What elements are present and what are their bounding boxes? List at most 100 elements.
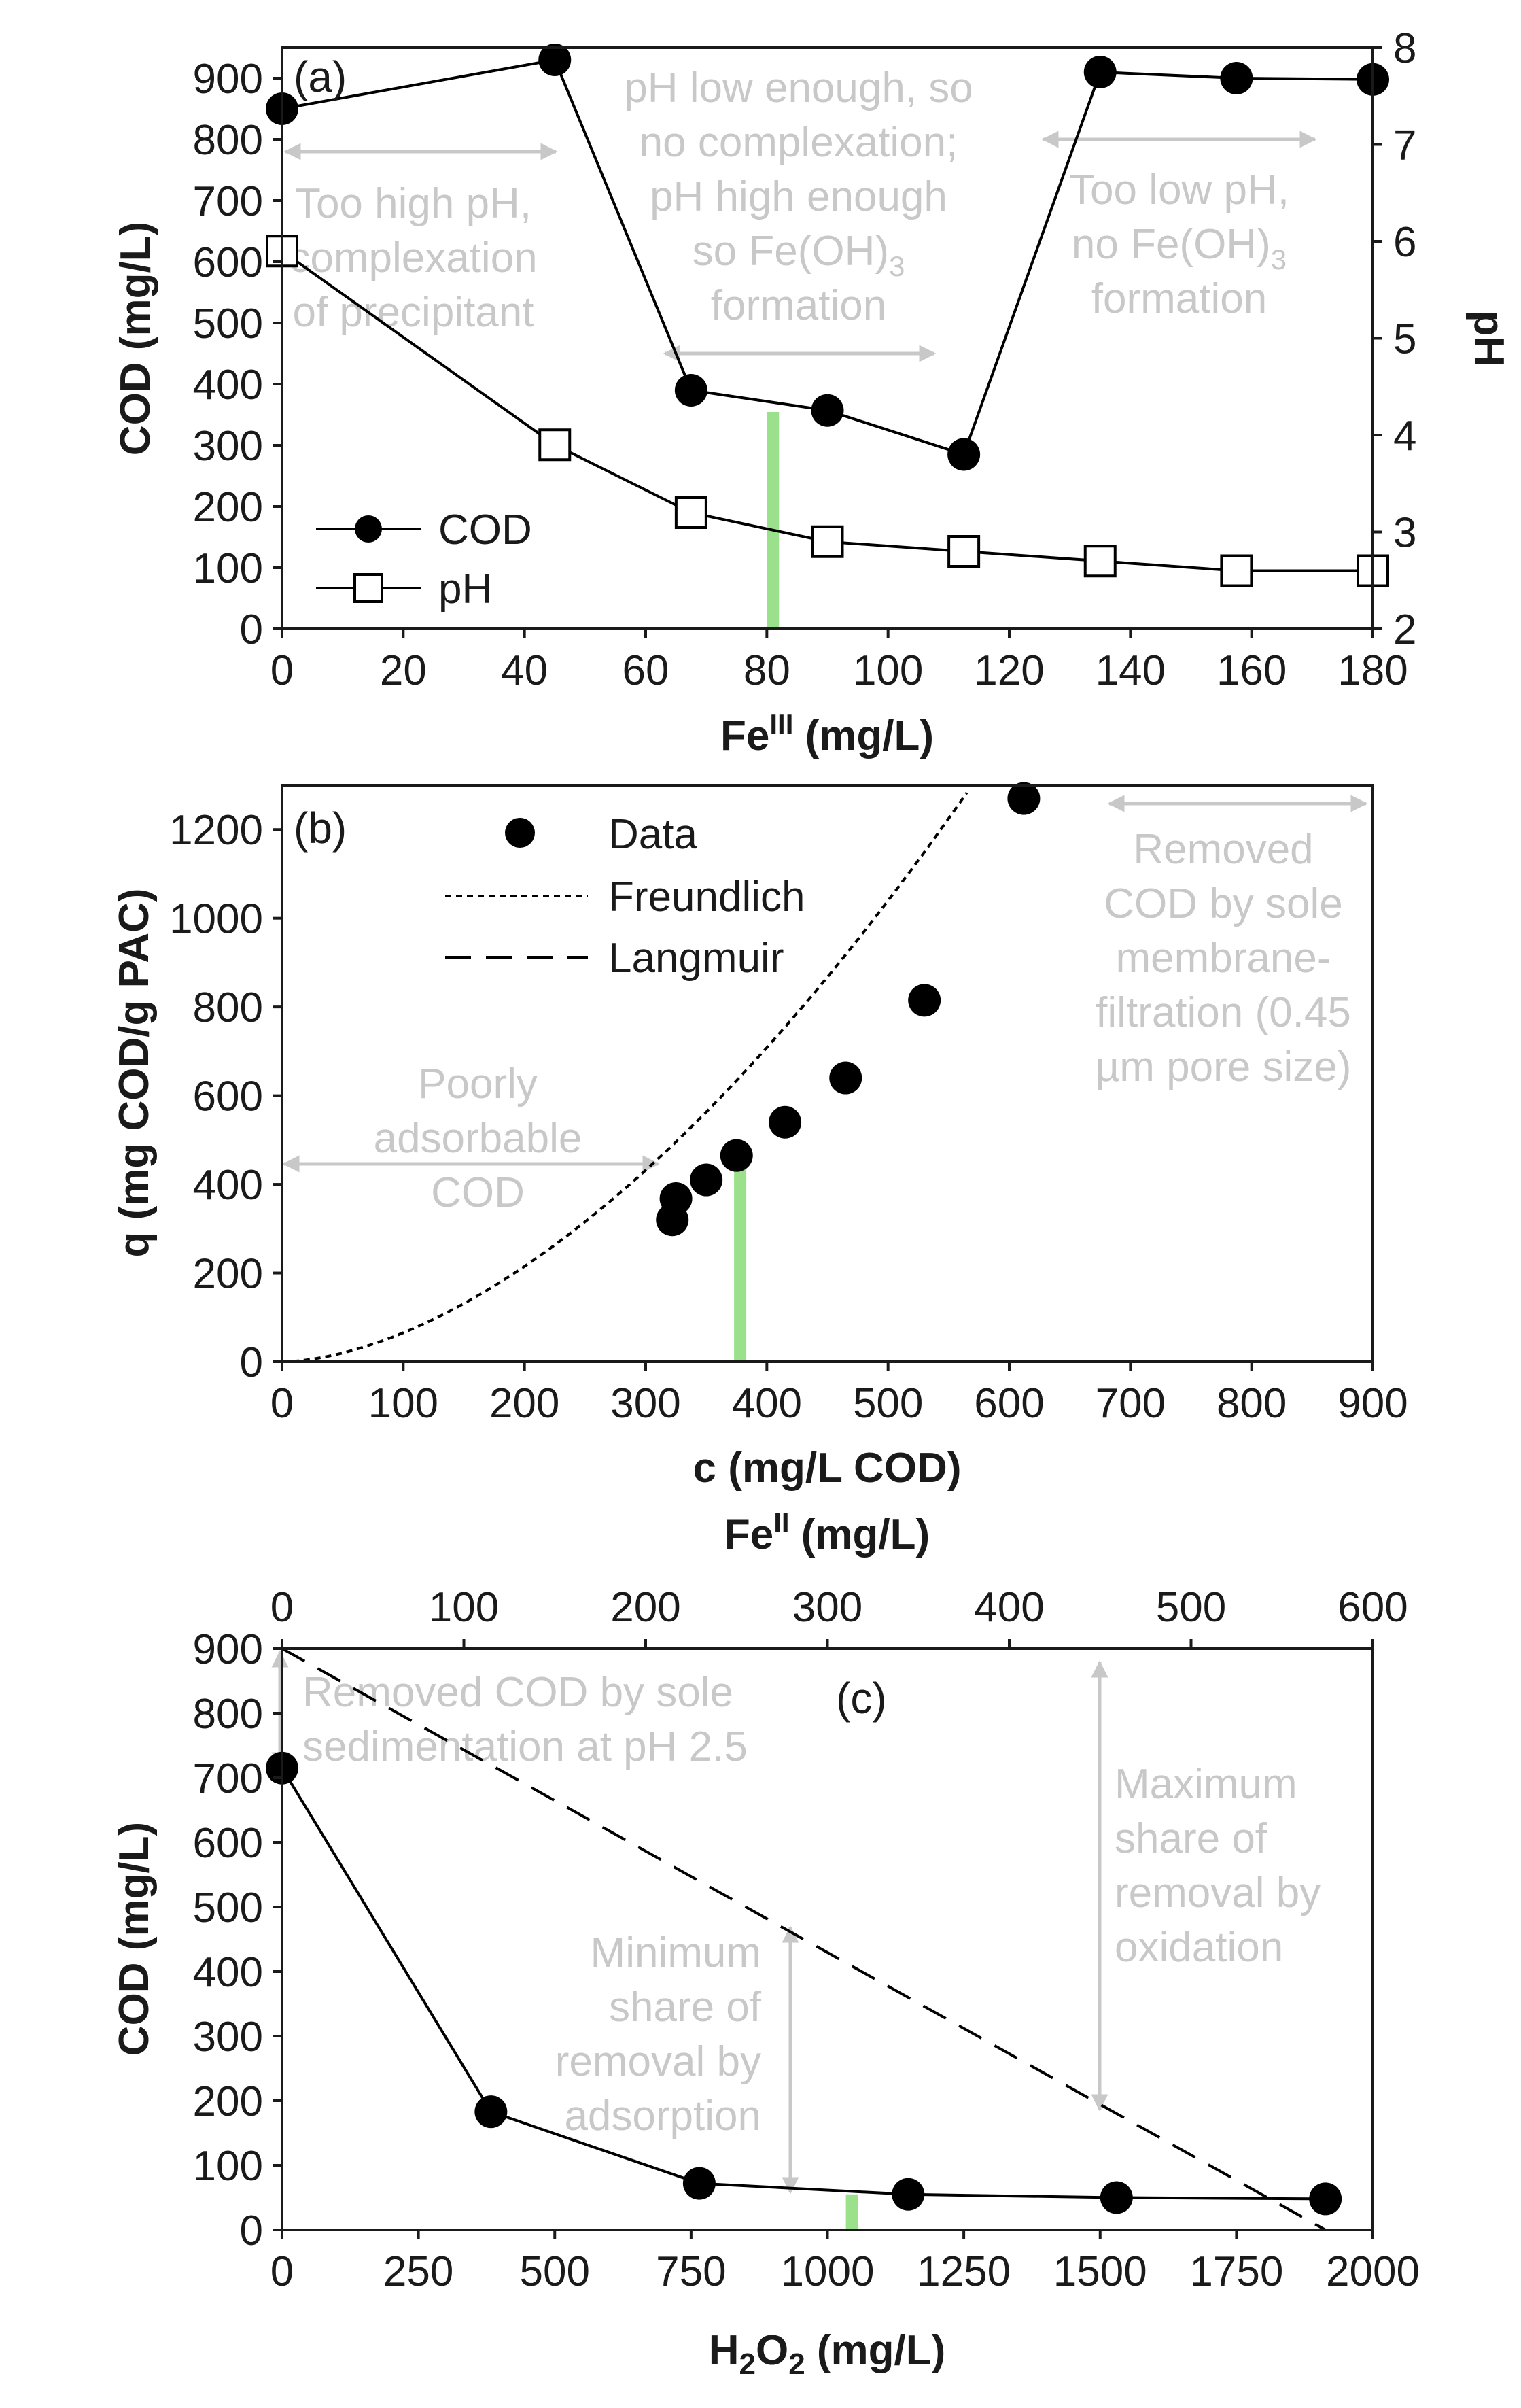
a-legend-ph-marker xyxy=(353,573,383,603)
panel-c: FeII (mg/L) Removed COD by sole sediment… xyxy=(111,1507,1420,2381)
c-ann-ads-2: share of xyxy=(609,1984,762,2031)
c-ann-ads-1: Minimum xyxy=(591,1929,761,1976)
c-ann-oxi-1: Maximum xyxy=(1115,1761,1297,1808)
b-data-point xyxy=(1007,782,1041,815)
c-ann-oxi-3: removal by xyxy=(1115,1870,1321,1916)
b-xtick-label: 600 xyxy=(974,1380,1044,1427)
a-ytick-label: 800 xyxy=(193,117,263,164)
b-legend-langmuir-label: Langmuir xyxy=(608,935,784,982)
a-ph-point xyxy=(674,496,707,529)
panel-c-annotations: Removed COD by sole sedimentation at pH … xyxy=(271,1650,1321,2195)
b-ytick-label: 1000 xyxy=(169,896,263,943)
c-xtick-label: 250 xyxy=(383,2248,453,2295)
a-ylabel: COD (mg/L) xyxy=(112,222,159,455)
b-ylabel: q (mg COD/g PAC) xyxy=(111,888,158,1257)
b-ann-poorly-2: adsorbable xyxy=(374,1115,582,1162)
c-xlabel-sub2: 2 xyxy=(788,2347,805,2381)
a-xtick-label: 120 xyxy=(974,647,1044,694)
b-data-point xyxy=(690,1163,723,1197)
panel-a-label: (a) xyxy=(294,52,347,101)
c-x2tick-label: 400 xyxy=(974,1584,1044,1631)
c-xlabel-sub1: 2 xyxy=(739,2347,755,2381)
b-ytick-label: 1200 xyxy=(169,807,263,854)
c-ytick-label: 600 xyxy=(193,1820,263,1867)
panel-b-label: (b) xyxy=(294,804,347,853)
c-xtick-label: 0 xyxy=(270,2248,294,2295)
a-ann-low-ph-2-sub: 3 xyxy=(1271,243,1287,275)
a-legend-cod-label: COD xyxy=(438,506,532,553)
b-xtick-label: 900 xyxy=(1338,1380,1408,1427)
c-xtick-label: 1750 xyxy=(1189,2248,1283,2295)
a-ytick-label: 600 xyxy=(193,239,263,286)
a-ann-opt-3: pH high enough xyxy=(650,173,947,220)
a-ph-point xyxy=(947,535,981,568)
c-xlabel: H2O2 (mg/L) xyxy=(709,2327,946,2381)
c-xtick-label: 1500 xyxy=(1053,2248,1147,2295)
c-x2label-unit: (mg/L) xyxy=(790,1511,930,1558)
b-ytick-label: 400 xyxy=(193,1162,263,1209)
b-xtick-label: 300 xyxy=(610,1380,680,1427)
c-ytick-label: 800 xyxy=(193,1691,263,1738)
a-cod-point xyxy=(1083,56,1117,88)
b-ytick-label: 200 xyxy=(193,1251,263,1298)
a-xtick-label: 80 xyxy=(744,647,790,694)
a-xlabel-unit: (mg/L) xyxy=(793,712,934,759)
c-cod-line xyxy=(281,1767,1326,2201)
panel-b-annotations: Poorly adsorbable COD Removed COD by sol… xyxy=(282,795,1368,1216)
a-ph-point xyxy=(1083,545,1117,578)
c-ytick-label: 700 xyxy=(193,1755,263,1802)
b-data-point xyxy=(829,1061,862,1095)
a-ann-opt-4: so Fe(OH)3 xyxy=(693,228,905,282)
c-xtick-label: 750 xyxy=(656,2248,726,2295)
c-ytick-label: 300 xyxy=(193,2014,263,2061)
a-y2tick-label: 5 xyxy=(1393,316,1416,363)
a-cod-point xyxy=(538,44,572,76)
panel-b-ticks: 0 100 200 300 400 500 600 700 800 900 0 200 400 600 80… xyxy=(169,807,1408,1427)
b-ann-membrane-1: Removed xyxy=(1133,826,1313,873)
a-ann-high-ph-2: complexation xyxy=(289,235,537,281)
c-ytick-label: 0 xyxy=(240,2207,263,2254)
c-xlabel-h: H xyxy=(709,2327,739,2374)
a-xtick-label: 140 xyxy=(1096,647,1166,694)
a-y2tick-label: 8 xyxy=(1393,25,1416,72)
panel-b-frame xyxy=(281,784,1374,1363)
c-xlabel-unit: (mg/L) xyxy=(805,2327,946,2374)
b-xtick-label: 0 xyxy=(270,1380,294,1427)
a-y2tick-label: 7 xyxy=(1393,122,1416,169)
panel-b-series xyxy=(281,782,1041,1363)
c-ytick-label: 100 xyxy=(193,2143,263,2190)
c-xlabel-o: O xyxy=(756,2327,788,2374)
a-ann-opt-4-main: so Fe(OH) xyxy=(693,228,889,275)
c-xtick-label: 2000 xyxy=(1326,2248,1420,2295)
panel-c-frame xyxy=(281,1647,1374,2231)
b-ann-poorly-1: Poorly xyxy=(418,1061,538,1107)
a-ann-low-ph-2: no Fe(OH)3 xyxy=(1072,221,1287,275)
b-xtick-label: 800 xyxy=(1217,1380,1287,1427)
a-xlabel-main: Fe xyxy=(720,712,769,759)
b-xtick-label: 200 xyxy=(489,1380,559,1427)
a-ann-high-ph-3: of precipitant xyxy=(293,289,534,336)
a-ann-opt-4-sub: 3 xyxy=(889,250,905,282)
c-x2tick-label: 600 xyxy=(1338,1584,1408,1631)
c-x2tick-label: 500 xyxy=(1156,1584,1226,1631)
b-data-point xyxy=(659,1182,693,1215)
b-data-point xyxy=(769,1105,802,1139)
b-xtick-label: 400 xyxy=(732,1380,802,1427)
a-cod-point xyxy=(1220,62,1253,94)
a-xlabel: FeIII (mg/L) xyxy=(720,708,934,759)
a-legend-cod-marker xyxy=(355,515,382,543)
b-ann-membrane-4: filtration (0.45 xyxy=(1096,989,1351,1036)
c-ann-sed-2: sedimentation at pH 2.5 xyxy=(302,1723,748,1770)
c-x2label-sup: II xyxy=(773,1507,789,1538)
a-xtick-label: 40 xyxy=(501,647,548,694)
a-cod-point xyxy=(811,394,844,427)
a-ytick-label: 100 xyxy=(193,545,263,592)
c-xtick-label: 1000 xyxy=(781,2248,875,2295)
c-dashed-line xyxy=(281,1647,1327,2231)
b-xtick-label: 500 xyxy=(853,1380,923,1427)
c-cod-point xyxy=(474,2095,508,2129)
b-ann-membrane-3: membrane- xyxy=(1116,935,1331,982)
b-highlight-bar xyxy=(734,1148,747,1362)
